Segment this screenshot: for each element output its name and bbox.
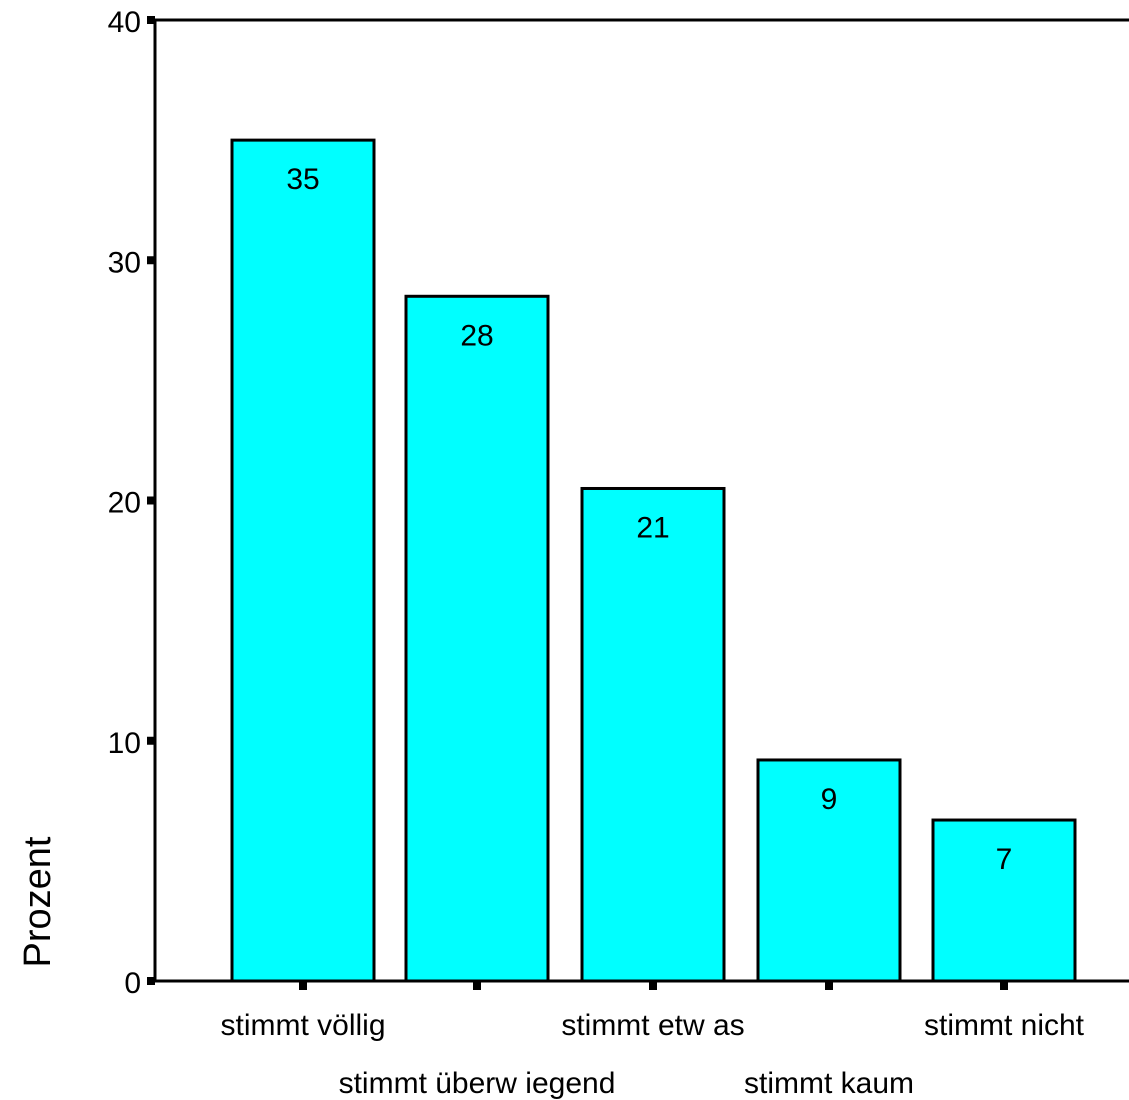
bar-value-label: 7 bbox=[996, 843, 1013, 876]
y-tick-label: 10 bbox=[108, 727, 141, 760]
y-tick-label: 0 bbox=[124, 967, 141, 1000]
y-tick bbox=[147, 16, 155, 24]
x-category-label: stimmt völlig bbox=[220, 1009, 385, 1042]
x-category-label: stimmt etw as bbox=[561, 1009, 744, 1042]
bar bbox=[404, 294, 550, 983]
bar bbox=[230, 138, 376, 983]
bar bbox=[756, 758, 902, 983]
bar-value-label: 35 bbox=[286, 163, 319, 196]
y-axis-title: Prozent bbox=[17, 836, 59, 967]
y-tick-label: 20 bbox=[108, 487, 141, 520]
x-tick bbox=[649, 981, 657, 990]
y-tick-label: 30 bbox=[108, 246, 141, 279]
x-tick bbox=[825, 981, 833, 990]
x-tick bbox=[299, 981, 307, 990]
x-category-label: stimmt kaum bbox=[744, 1067, 914, 1100]
y-tick bbox=[147, 496, 155, 505]
axes-layer bbox=[147, 16, 1129, 990]
y-tick bbox=[147, 256, 155, 265]
bars-layer bbox=[230, 138, 1077, 983]
y-tick bbox=[147, 977, 155, 985]
y-tick-label: 40 bbox=[108, 6, 141, 39]
bar bbox=[931, 818, 1077, 983]
x-tick bbox=[1000, 981, 1008, 990]
x-tick bbox=[473, 981, 481, 990]
y-tick bbox=[147, 736, 155, 745]
bar-value-label: 21 bbox=[636, 511, 669, 544]
x-category-label: stimmt nicht bbox=[924, 1009, 1085, 1042]
bar-value-label: 9 bbox=[821, 783, 838, 816]
bar-value-label: 28 bbox=[460, 319, 493, 352]
labels-layer: 35 28 21 9 7 0 10 20 30 40 stimmt völlig stimmt übe… bbox=[108, 6, 1085, 1100]
bar bbox=[580, 486, 726, 983]
x-category-label: stimmt überw iegend bbox=[339, 1067, 616, 1100]
